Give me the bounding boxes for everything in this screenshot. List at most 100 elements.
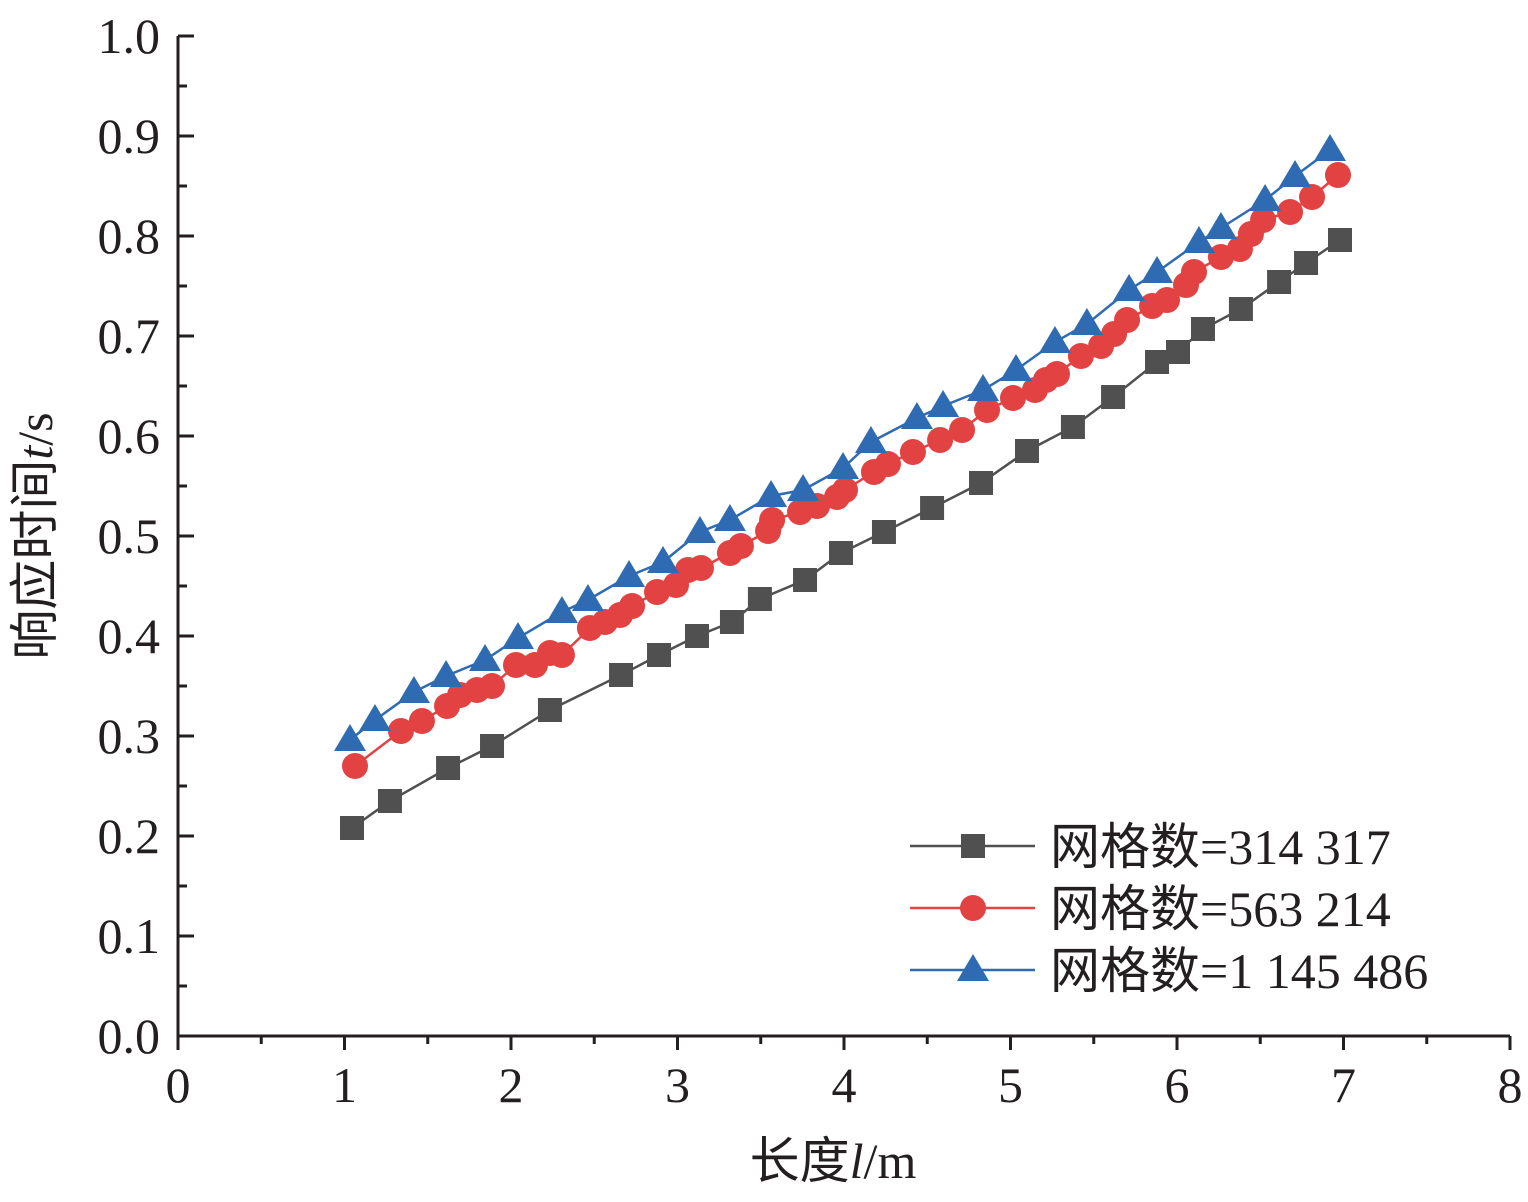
x-tick-label: 6 — [1165, 1057, 1190, 1113]
data-point-square — [377, 789, 402, 813]
x-tick-label: 2 — [499, 1057, 524, 1113]
data-point-square — [1101, 385, 1126, 409]
data-point-square — [920, 496, 945, 520]
data-point-circle — [927, 427, 954, 453]
y-tick-label: 0.0 — [98, 1008, 161, 1064]
legend-item: 网格数=314 317 — [910, 819, 1391, 875]
data-point-square — [480, 734, 505, 758]
data-point-square — [684, 624, 709, 648]
data-point-triangle — [827, 452, 860, 479]
series-circle — [341, 162, 1352, 779]
legend-item: 网格数=1 145 486 — [910, 943, 1428, 999]
y-tick-label: 0.3 — [98, 708, 161, 764]
data-point-circle — [479, 673, 506, 699]
data-point-square — [829, 541, 854, 565]
data-point-circle — [1067, 343, 1094, 369]
data-point-circle — [619, 593, 646, 619]
legend-label: 网格数=563 214 — [1050, 881, 1391, 937]
data-point-circle — [1277, 199, 1304, 225]
data-point-square — [793, 568, 818, 592]
data-point-triangle — [571, 584, 604, 611]
data-point-square — [961, 834, 985, 858]
data-point-circle — [727, 533, 754, 559]
data-point-circle — [687, 555, 714, 581]
x-tick-label: 1 — [332, 1057, 357, 1113]
y-axis-label: 响应时间t/s — [7, 412, 63, 659]
series-line — [349, 148, 1331, 741]
data-point-triangle — [1279, 160, 1312, 187]
data-point-square — [647, 643, 672, 667]
x-tick-label: 7 — [1331, 1057, 1356, 1113]
y-tick-label: 0.4 — [98, 608, 161, 664]
data-point-triangle — [430, 660, 463, 687]
data-point-circle — [341, 753, 368, 779]
x-tick-label: 4 — [832, 1057, 857, 1113]
data-point-square — [1267, 270, 1292, 294]
data-point-square — [1190, 317, 1215, 341]
series-layer — [333, 134, 1353, 840]
y-tick-label: 0.7 — [98, 308, 161, 364]
data-point-square — [339, 816, 364, 840]
data-point-circle — [387, 718, 414, 744]
data-point-triangle — [755, 480, 788, 507]
data-point-triangle — [647, 546, 680, 573]
data-point-triangle — [1113, 274, 1146, 301]
data-point-square — [871, 520, 896, 544]
legend-label: 网格数=314 317 — [1050, 819, 1391, 875]
series-triangle — [333, 134, 1347, 751]
data-point-triangle — [397, 676, 430, 703]
data-point-triangle — [927, 390, 960, 417]
data-point-square — [1294, 251, 1319, 275]
data-point-circle — [759, 507, 786, 533]
data-point-triangle — [501, 622, 534, 649]
data-point-square — [1165, 340, 1190, 364]
y-tick-label: 0.2 — [98, 808, 161, 864]
data-point-circle — [502, 652, 529, 678]
data-point-circle — [1043, 361, 1070, 387]
axes: 0 1 2 3 4 5 6 7 8 0.0 0.1 0.2 0.3 0.4 0.5 0.6 0.7 0.8 0.9 1… — [98, 8, 1523, 1113]
data-point-circle — [831, 477, 858, 503]
data-point-circle — [899, 439, 926, 465]
x-tick-label: 5 — [998, 1057, 1023, 1113]
data-point-square — [719, 610, 744, 634]
data-point-triangle — [1204, 212, 1237, 239]
data-point-circle — [1114, 307, 1141, 333]
data-point-triangle — [787, 474, 820, 501]
data-point-triangle — [713, 504, 746, 531]
data-point-triangle — [1070, 308, 1103, 335]
y-tick-label: 1.0 — [98, 8, 161, 64]
data-point-circle — [408, 708, 435, 734]
data-point-triangle — [999, 354, 1032, 381]
data-point-circle — [548, 642, 575, 668]
data-point-triangle — [683, 516, 716, 543]
data-point-triangle — [613, 560, 646, 587]
data-point-triangle — [333, 724, 366, 751]
data-point-circle — [874, 451, 901, 477]
data-point-square — [1014, 439, 1039, 463]
y-tick-label: 0.8 — [98, 208, 161, 264]
data-point-triangle — [900, 402, 933, 429]
data-point-triangle — [1249, 184, 1282, 211]
y-tick-label: 0.1 — [98, 908, 161, 964]
data-point-circle — [1325, 162, 1352, 188]
x-axis-label: 长度l/m — [750, 1133, 917, 1189]
x-tick-label: 3 — [665, 1057, 690, 1113]
data-point-triangle — [854, 426, 887, 453]
series-square — [339, 228, 1353, 840]
data-point-square — [609, 663, 634, 687]
data-point-triangle — [967, 374, 1000, 401]
y-tick-label: 0.6 — [98, 408, 161, 464]
data-point-triangle — [545, 596, 578, 623]
x-tick-label: 0 — [166, 1057, 191, 1113]
data-point-triangle — [358, 704, 391, 731]
data-point-triangle — [469, 644, 502, 671]
legend-item: 网格数=563 214 — [910, 881, 1391, 937]
data-point-square — [747, 587, 772, 611]
data-point-triangle — [1314, 134, 1347, 161]
data-point-square — [537, 698, 562, 722]
data-point-circle — [960, 895, 986, 921]
data-point-square — [1328, 228, 1353, 252]
data-point-triangle — [1038, 326, 1071, 353]
data-point-triangle — [1141, 256, 1174, 283]
